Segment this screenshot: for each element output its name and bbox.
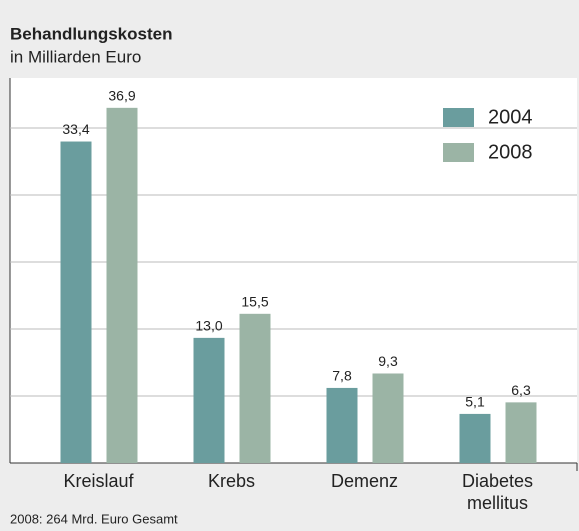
x-tick-label: Krebs bbox=[207, 471, 256, 491]
bar bbox=[505, 402, 537, 463]
value-label: 9,3 bbox=[378, 353, 398, 369]
legend-swatch bbox=[443, 108, 474, 127]
legend-label: 2004 bbox=[488, 106, 533, 128]
bar bbox=[60, 141, 92, 463]
value-label: 15,5 bbox=[241, 294, 268, 310]
value-label: 13,0 bbox=[195, 318, 222, 334]
value-label: 7,8 bbox=[332, 368, 352, 384]
legend-swatch bbox=[443, 143, 474, 162]
bar bbox=[326, 387, 358, 463]
bar bbox=[193, 337, 225, 463]
chart-subtitle: in Milliarden Euro bbox=[10, 47, 141, 66]
bar bbox=[459, 413, 491, 463]
bar bbox=[372, 373, 404, 463]
value-label: 5,1 bbox=[465, 394, 485, 410]
bar bbox=[239, 313, 271, 463]
x-tick-label: Demenz bbox=[330, 471, 399, 491]
footnote: 2008: 264 Mrd. Euro Gesamt bbox=[10, 511, 178, 526]
value-label: 33,4 bbox=[62, 121, 89, 137]
chart-title: Behandlungskosten bbox=[10, 24, 172, 43]
legend-label: 2008 bbox=[488, 141, 533, 163]
value-label: 6,3 bbox=[511, 382, 531, 398]
bar bbox=[106, 107, 138, 464]
x-tick-label: Diabetes mellitus bbox=[461, 471, 534, 513]
value-label: 36,9 bbox=[108, 88, 135, 104]
x-tick-label: Kreislauf bbox=[63, 471, 134, 491]
plot-area bbox=[10, 78, 577, 463]
